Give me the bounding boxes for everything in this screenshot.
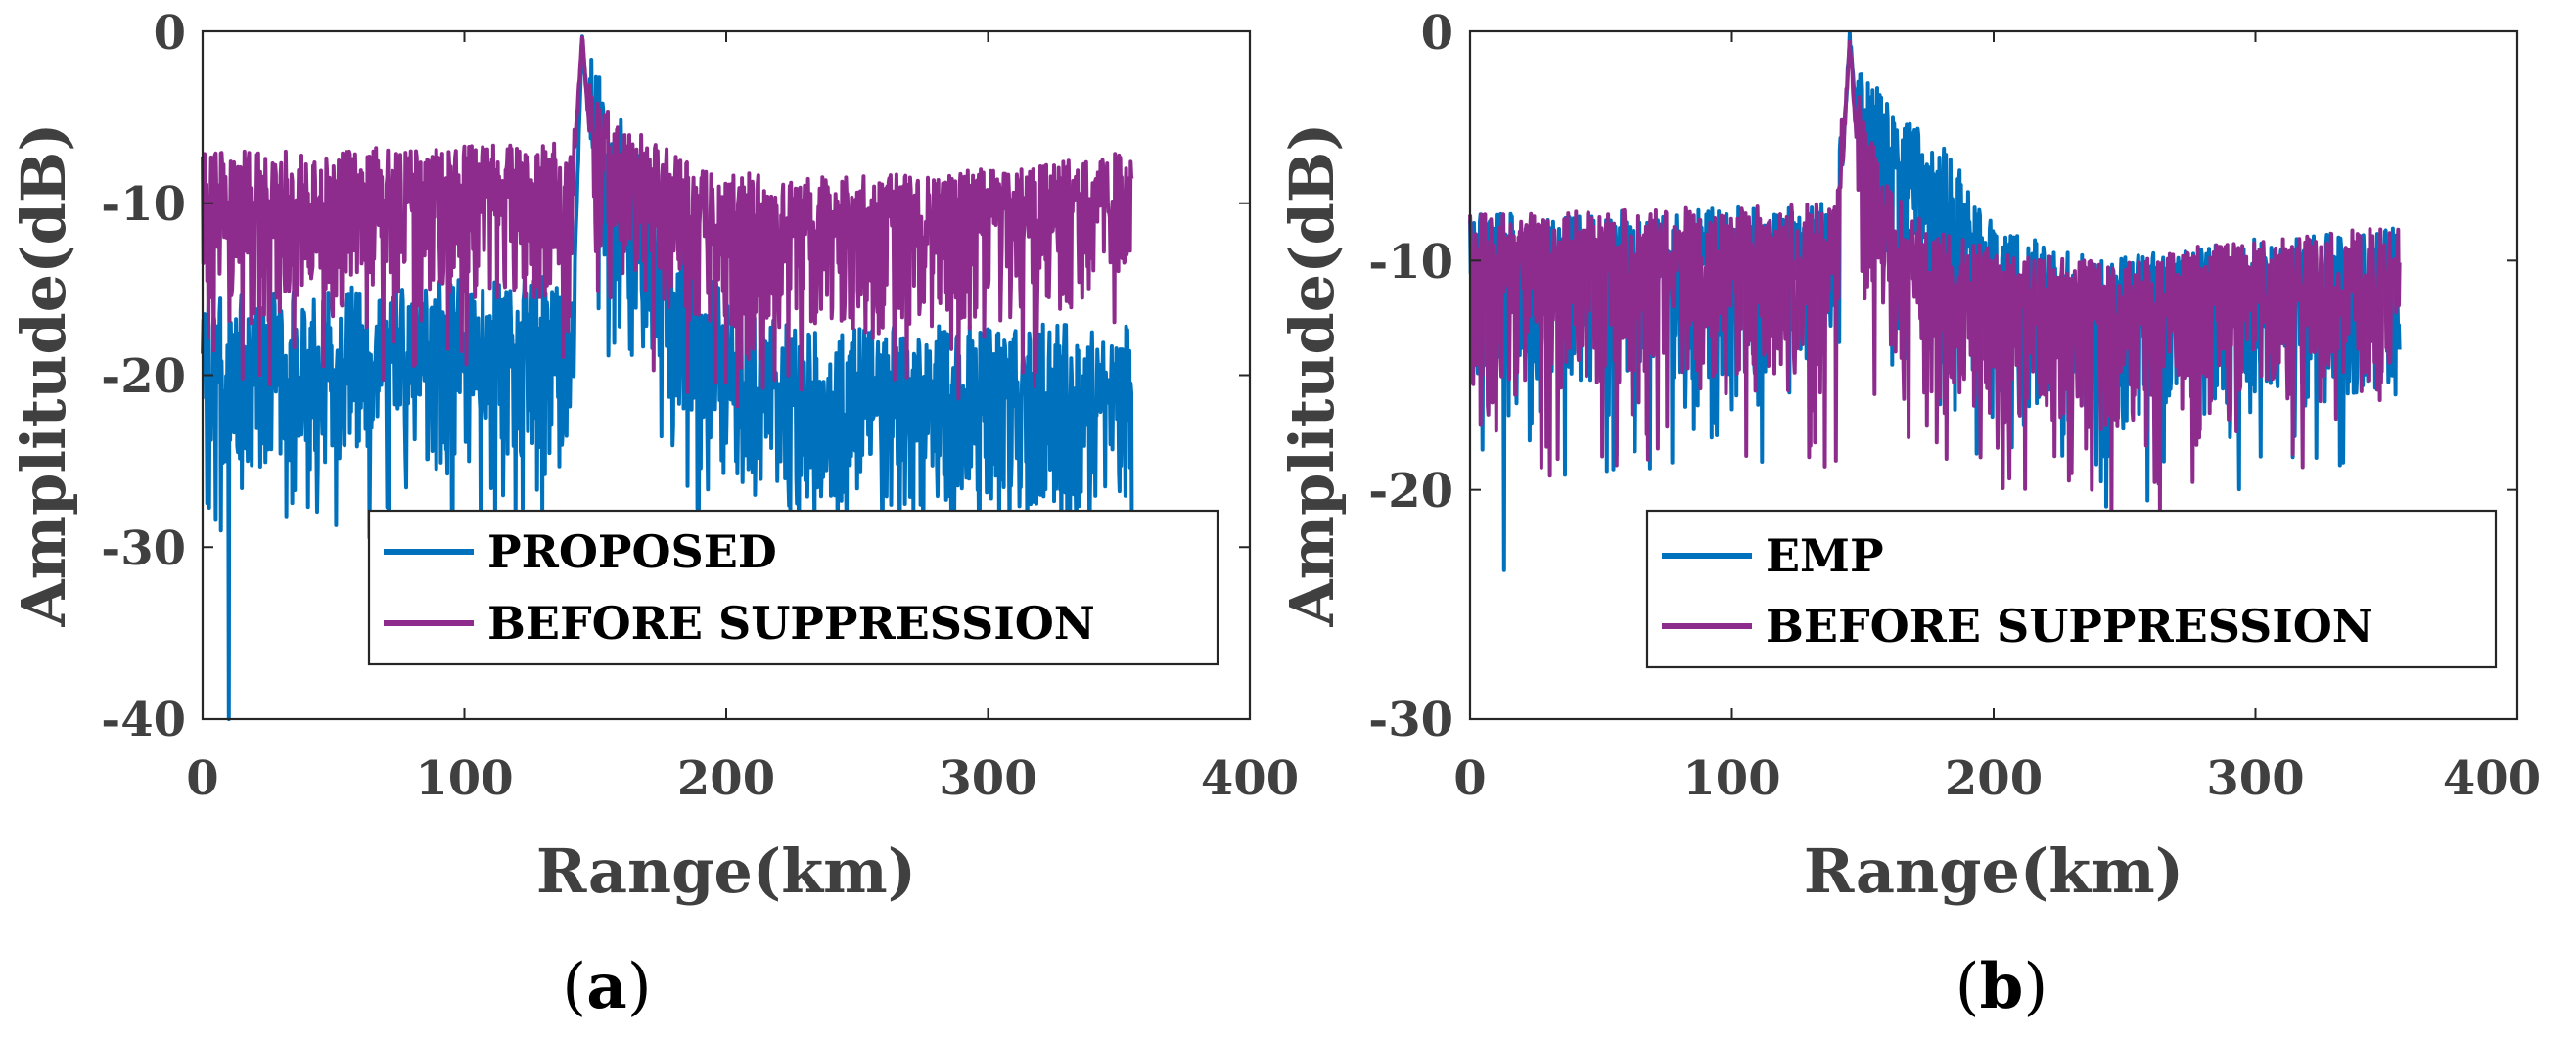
- panel-b: 0 100 200 300 400 0 -10 -20 -30 Range(km…: [1276, 6, 2541, 1023]
- panel-a-legend: PROPOSED BEFORE SUPPRESSION: [367, 509, 1219, 666]
- panel-b-caption: (b): [1955, 950, 2048, 1023]
- panel-b-x-tick-label: 200: [1945, 751, 2043, 806]
- panel-a-legend-label: PROPOSED: [487, 525, 777, 578]
- panel-b-legend-label: EMP: [1766, 529, 1884, 582]
- panel-b-legend-label: BEFORE SUPPRESSION: [1766, 600, 2373, 653]
- panel-a-y-axis-title: Amplitude(dB): [8, 122, 79, 627]
- panel-b-x-ticks: 0 100 200 300 400: [1453, 31, 2541, 806]
- panel-a-y-tick-label: -10: [101, 177, 186, 232]
- panel-b-x-tick-label: 100: [1682, 751, 1780, 806]
- panel-b-series: [1468, 30, 2402, 572]
- panel-a-x-tick-label: 300: [939, 751, 1036, 806]
- panel-a-series-before-suppression-line: [201, 35, 1134, 409]
- panel-a-x-ticks: 0 100 200 300 400: [186, 31, 1299, 806]
- panel-b-y-axis-title: Amplitude(dB): [1276, 122, 1348, 627]
- panel-b-y-tick-label: -20: [1368, 464, 1453, 519]
- panel-b-x-tick-label: 300: [2206, 751, 2304, 806]
- panel-b-y-ticks: 0 -10 -20 -30: [1368, 6, 2517, 747]
- panel-a-x-tick-label: 0: [186, 751, 218, 806]
- panel-a-series: [201, 34, 1134, 721]
- panel-a-y-ticks: 0 -10 -20 -30 -40: [101, 6, 1250, 747]
- panel-a-caption-open: (: [562, 951, 586, 1023]
- panel-a-legend-label: BEFORE SUPPRESSION: [487, 597, 1095, 650]
- panel-b-legend-box: [1645, 509, 2498, 669]
- panel-b-y-tick-label: -30: [1368, 693, 1453, 747]
- panel-a-x-tick-label: 200: [677, 751, 775, 806]
- panel-b-x-axis-title: Range(km): [1804, 835, 2184, 907]
- panel-b-caption-open: (: [1955, 951, 1980, 1023]
- panel-a-y-tick-label: -30: [101, 521, 186, 576]
- panel-a-x-tick-label: 100: [415, 751, 513, 806]
- panel-b-y-tick-label: -10: [1368, 235, 1453, 290]
- panel-a-caption: (a): [562, 950, 651, 1023]
- panel-b-series-before-suppression-line: [1468, 39, 2402, 520]
- panel-a-y-tick-label: 0: [154, 6, 186, 61]
- panel-a-y-tick-label: -20: [101, 349, 186, 404]
- panel-b-caption-close: ): [2023, 951, 2047, 1023]
- panel-b-caption-letter: b: [1980, 950, 2024, 1023]
- panel-a-caption-letter: a: [586, 950, 626, 1023]
- panel-b-legend: EMP BEFORE SUPPRESSION: [1645, 509, 2498, 669]
- panel-a-x-tick-label: 400: [1201, 751, 1299, 806]
- panel-a: 0 100 200 300 400 0 -10 -20 -30 -40 Rang…: [8, 6, 1299, 1023]
- panel-a-caption-close: ): [627, 951, 652, 1023]
- panel-a-y-tick-label: -40: [101, 693, 186, 747]
- panel-b-y-tick-label: 0: [1421, 6, 1453, 61]
- panel-a-x-axis-title: Range(km): [536, 835, 916, 907]
- panel-b-x-tick-label: 0: [1453, 751, 1486, 806]
- panel-a-legend-box: [367, 509, 1219, 666]
- panel-b-x-tick-label: 400: [2443, 751, 2541, 806]
